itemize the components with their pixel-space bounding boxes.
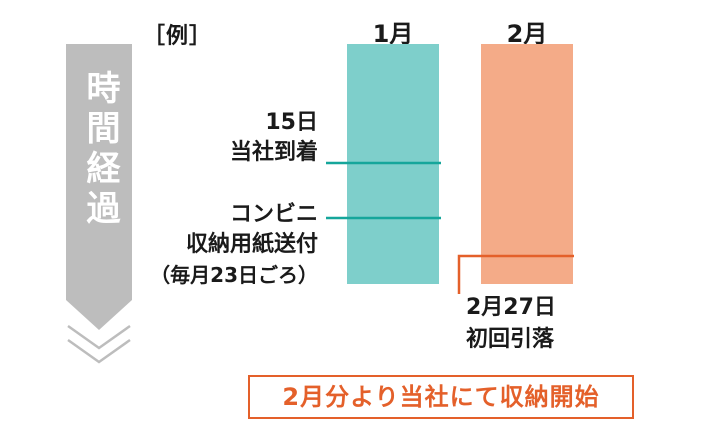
collection-start-notice: 2月分より当社にて収納開始 <box>248 375 634 419</box>
time-flow-arrow <box>66 44 132 364</box>
time-arrow-body <box>66 44 132 330</box>
event-slip-line1: コンビニ <box>229 202 318 227</box>
first-debit-label: 2月27日 初回引落 <box>466 292 556 356</box>
february-bar <box>481 44 573 284</box>
event-slip-line2: 収納用紙送付 <box>185 232 318 257</box>
example-label: ［例］ <box>143 24 213 49</box>
month-label-february: 2月 <box>506 20 548 48</box>
time-axis-label: 時間経過 <box>80 70 120 230</box>
event-slip-note: （毎月23日ごろ） <box>150 263 318 287</box>
chevron-down-icon <box>67 338 131 364</box>
first-debit-connector-line <box>457 254 574 294</box>
event-slip-label: コンビニ 収納用紙送付 （毎月23日ごろ） <box>150 200 318 290</box>
event-arrival-date: 15日 <box>265 110 318 135</box>
first-debit-desc: 初回引落 <box>466 327 555 352</box>
event-arrival-desc: 当社到着 <box>229 140 318 165</box>
event-arrival-label: 15日 当社到着 <box>230 108 318 168</box>
chevron-down-icon <box>67 324 131 350</box>
month-label-january: 1月 <box>372 20 414 48</box>
first-debit-date: 2月27日 <box>466 295 556 320</box>
